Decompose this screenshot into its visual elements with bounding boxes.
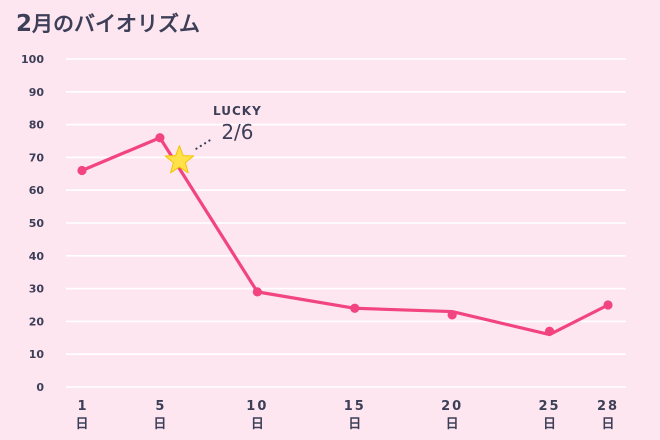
page-title: 2月のバイオリズム xyxy=(16,8,200,38)
x-tick-label: 28 xyxy=(597,399,619,414)
lucky-leader xyxy=(195,137,214,150)
grid xyxy=(66,58,626,388)
x-axis: 1 日 5 日 10 日 15 日 20 日 25 日 28 日 xyxy=(75,399,619,432)
y-tick-label: 50 xyxy=(29,217,45,230)
data-point xyxy=(252,287,262,297)
y-tick-label: 100 xyxy=(21,53,44,66)
series-line xyxy=(80,136,610,337)
lucky-star-icon xyxy=(164,145,195,174)
x-tick-unit: 日 xyxy=(348,417,361,432)
y-tick-label: 10 xyxy=(29,348,45,361)
x-tick-label: 5 xyxy=(155,399,164,414)
y-tick-label: 80 xyxy=(29,119,45,132)
x-tick-unit: 日 xyxy=(543,417,556,432)
x-tick-unit: 日 xyxy=(153,417,166,432)
y-axis: 0 10 20 30 40 50 60 70 80 90 100 xyxy=(21,53,44,394)
y-tick-label: 60 xyxy=(29,184,45,197)
y-tick-label: 30 xyxy=(29,283,45,296)
y-tick-label: 0 xyxy=(36,381,44,394)
data-point xyxy=(77,165,87,176)
y-tick-label: 90 xyxy=(29,86,45,99)
x-tick-label: 10 xyxy=(246,399,268,414)
data-point xyxy=(603,300,613,310)
x-tick-unit: 日 xyxy=(251,417,264,432)
y-tick-label: 40 xyxy=(29,250,45,263)
data-point xyxy=(544,326,555,336)
x-tick-label: 20 xyxy=(441,399,463,414)
y-tick-label: 20 xyxy=(29,315,45,328)
data-point xyxy=(447,310,457,320)
x-tick-label: 25 xyxy=(539,399,561,414)
lucky-label: LUCKY xyxy=(213,104,262,118)
y-tick-label: 70 xyxy=(29,151,45,164)
x-tick-unit: 日 xyxy=(75,417,88,432)
x-tick-label: 1 xyxy=(77,399,86,414)
data-point xyxy=(155,133,165,143)
x-tick-label: 15 xyxy=(344,399,366,414)
x-tick-unit: 日 xyxy=(601,417,614,432)
data-point xyxy=(350,303,360,313)
lucky-date: 2/6 xyxy=(221,120,253,144)
series xyxy=(77,133,613,337)
x-tick-unit: 日 xyxy=(446,417,459,432)
title-text: 月のバイオリズム xyxy=(32,12,201,36)
lucky-annotation: LUCKY 2/6 xyxy=(164,104,262,174)
title-month: 2 xyxy=(16,11,33,37)
